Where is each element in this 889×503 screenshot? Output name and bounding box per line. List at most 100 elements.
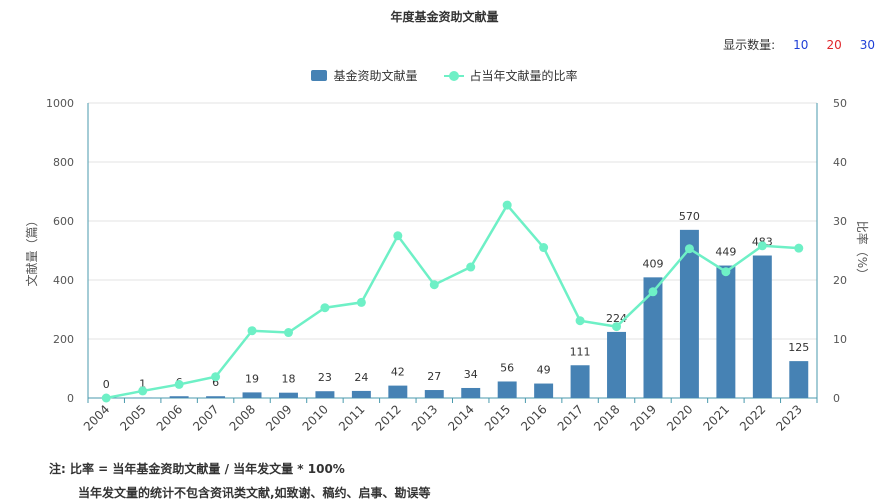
y2-tick-label: 0 (833, 392, 840, 405)
x-tick-label: 2021 (700, 402, 731, 433)
y2-tick-label: 40 (833, 156, 847, 169)
legend-line-swatch (443, 70, 464, 82)
y2-tick-label: 10 (833, 333, 847, 346)
ratio-point (575, 316, 585, 326)
x-tick-label: 2009 (263, 402, 294, 433)
bar (169, 396, 189, 398)
bar-value-label: 449 (715, 246, 736, 259)
bar (315, 391, 335, 398)
x-tick-label: 2017 (555, 402, 586, 433)
ratio-point (539, 243, 549, 253)
y-tick-label: 0 (67, 392, 74, 405)
bar-value-label: 6 (212, 376, 219, 389)
bar (206, 396, 226, 398)
x-tick-label: 2022 (737, 402, 768, 433)
legend-item-bar[interactable]: 基金资助文献量 (311, 67, 418, 84)
x-tick-label: 2012 (372, 402, 403, 433)
count-selector-label: 显示数量: (723, 38, 776, 52)
x-tick-label: 2023 (773, 402, 804, 433)
bar-value-label: 34 (464, 368, 478, 381)
ratio-point (320, 303, 330, 313)
ratio-point (211, 372, 221, 382)
y2-tick-label: 30 (833, 215, 847, 228)
bar (679, 229, 699, 398)
bar (789, 361, 809, 398)
bar-value-label: 23 (318, 371, 332, 384)
x-tick-label: 2004 (81, 402, 112, 433)
x-tick-label: 2020 (664, 402, 695, 433)
bar (461, 387, 481, 398)
note-exclusion: 当年发文量的统计不包含资讯类文献,如致谢、稿约、启事、勘误等 (78, 486, 431, 500)
chart-title: 年度基金资助文献量 (390, 10, 499, 24)
ratio-point (174, 379, 184, 389)
bar (716, 265, 736, 398)
ratio-point (283, 328, 293, 338)
bar (242, 392, 262, 398)
x-tick-label: 2019 (628, 402, 659, 433)
bar-value-label: 1 (139, 378, 146, 391)
bar (643, 277, 663, 398)
y-tick-label: 1000 (46, 97, 74, 110)
bar-value-label: 111 (570, 345, 591, 358)
ratio-point (429, 280, 439, 290)
bar-value-label: 49 (537, 364, 551, 377)
y-tick-label: 600 (53, 215, 74, 228)
bar-value-label: 0 (103, 378, 110, 391)
ratio-point (502, 200, 512, 210)
bar (607, 331, 627, 398)
bar (570, 365, 590, 398)
count-option-30[interactable]: 30 (859, 37, 875, 52)
count-selector: 显示数量: 10 20 30 (723, 36, 875, 53)
ratio-point (138, 386, 148, 396)
ratio-line (105, 202, 799, 400)
bar-value-label: 409 (642, 257, 663, 270)
bar-value-label: 570 (679, 210, 700, 223)
bar-value-label: 18 (281, 373, 295, 386)
x-tick-label: 2006 (154, 402, 185, 433)
ratio-point (794, 243, 804, 253)
legend-bar-swatch (311, 70, 328, 81)
ratio-point (101, 393, 111, 403)
bar (278, 392, 298, 398)
count-option-20[interactable]: 20 (826, 37, 842, 52)
bar (388, 385, 408, 398)
x-tick-label: 2005 (117, 402, 148, 433)
y-tick-label: 800 (53, 156, 74, 169)
ratio-point (757, 241, 767, 251)
count-option-10[interactable]: 10 (793, 37, 809, 52)
ratio-point (721, 267, 731, 277)
bar-value-label: 125 (788, 341, 809, 354)
bar-value-label: 27 (427, 370, 441, 383)
bar (534, 383, 554, 398)
x-tick-label: 2008 (227, 402, 258, 433)
bar (497, 381, 517, 398)
bar (424, 390, 444, 398)
x-tick-label: 2018 (591, 402, 622, 433)
x-tick-label: 2015 (482, 402, 513, 433)
bar-value-label: 42 (391, 366, 405, 379)
legend-bar-label: 基金资助文献量 (333, 69, 418, 83)
legend-line-label: 占当年文献量的比率 (469, 69, 578, 83)
y2-tick-label: 20 (833, 274, 847, 287)
ratio-point (393, 231, 403, 241)
bar-value-label: 56 (500, 361, 514, 374)
y-axis-title: 文献量（篇） (24, 214, 39, 286)
x-tick-label: 2011 (336, 402, 367, 433)
x-tick-label: 2014 (445, 402, 476, 433)
bar (351, 390, 371, 398)
chart-legend: 基金资助文献量 占当年文献量的比率 (0, 67, 889, 84)
ratio-point (466, 262, 476, 272)
legend-item-line[interactable]: 占当年文献量的比率 (443, 67, 578, 84)
x-tick-label: 2016 (518, 402, 549, 433)
bar-value-label: 24 (354, 371, 368, 384)
ratio-point (247, 326, 257, 336)
note-formula: 注: 比率 = 当年基金资助文献量 / 当年发文量 * 100% (49, 462, 345, 476)
y-tick-label: 400 (53, 274, 74, 287)
x-tick-label: 2007 (190, 402, 221, 433)
bar (752, 255, 772, 398)
ratio-point (684, 244, 694, 254)
y2-tick-label: 50 (833, 97, 847, 110)
ratio-point (356, 297, 366, 307)
bar-value-label: 19 (245, 372, 259, 385)
